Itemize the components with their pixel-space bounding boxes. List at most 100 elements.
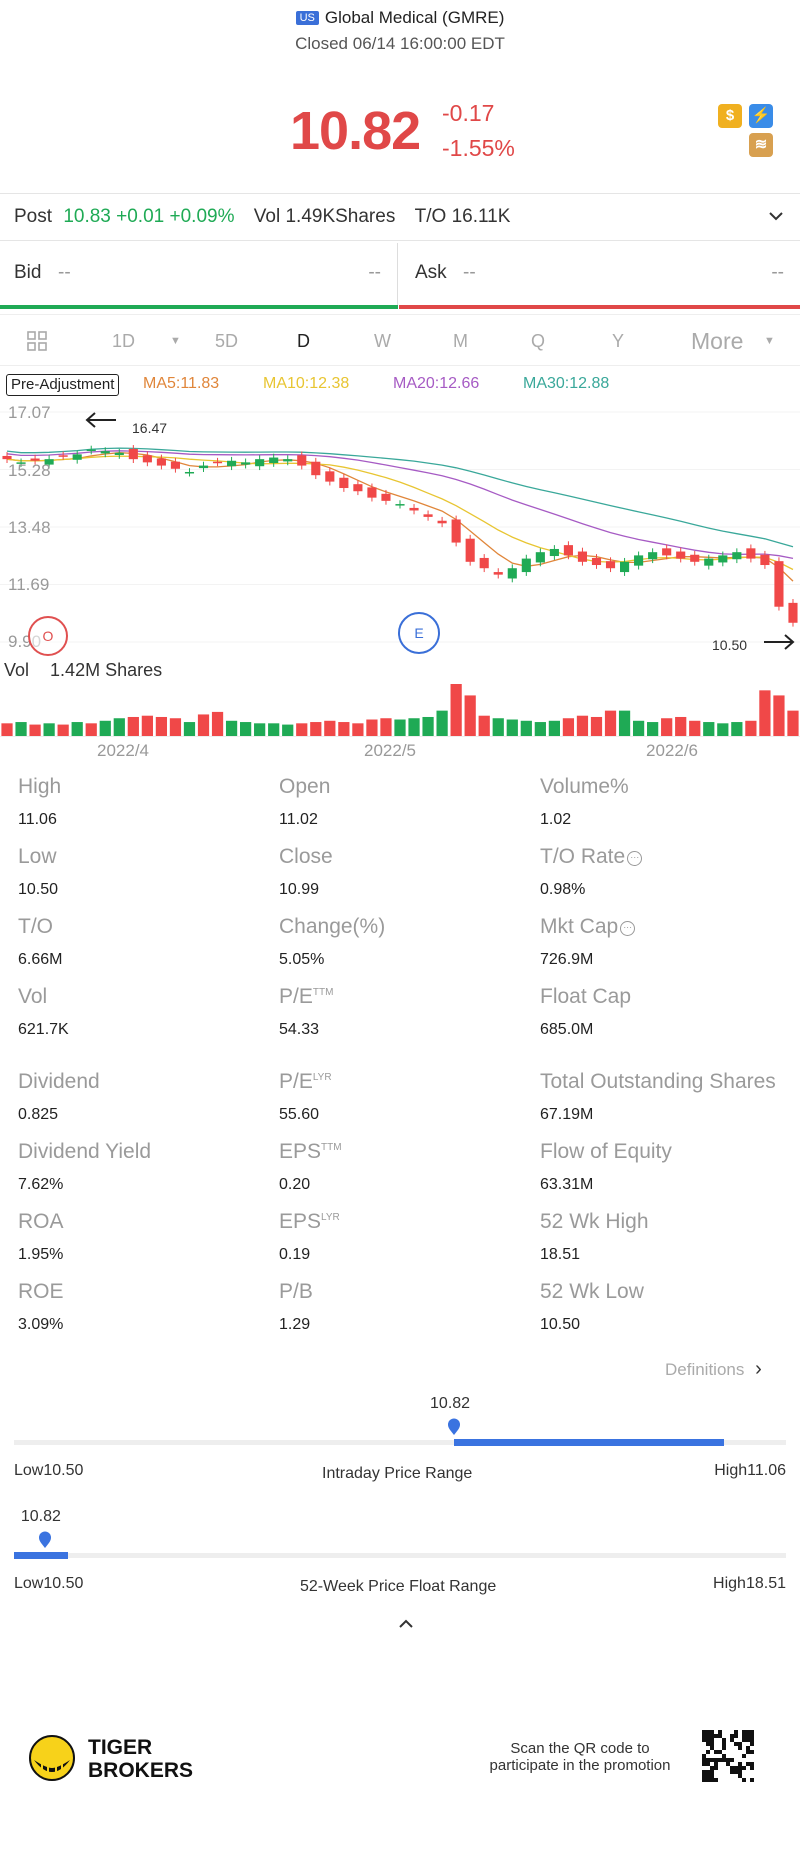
ma30-label: MA30:12.88 — [523, 375, 610, 392]
qr-module — [750, 1766, 754, 1770]
event-o-marker[interactable]: O — [28, 616, 68, 656]
promo-text: Scan the QR code to participate in the p… — [470, 1740, 690, 1774]
qr-module — [710, 1738, 714, 1742]
volume-chart[interactable] — [0, 680, 800, 736]
candlestick-chart[interactable] — [0, 400, 800, 660]
volume-bar — [310, 722, 322, 736]
tab-d[interactable]: D — [297, 331, 310, 351]
stat-label: Change(%) — [279, 915, 385, 939]
stat-label-text: P/E — [279, 1070, 313, 1093]
volume-bar — [661, 718, 673, 736]
candle-body — [451, 519, 461, 543]
qr-module — [714, 1778, 718, 1782]
event-e-marker[interactable]: E — [398, 612, 440, 654]
bid-label: Bid — [14, 262, 42, 283]
volume-label-row: Vol 1.42M Shares — [4, 660, 162, 681]
collapse-chevron-up-icon[interactable] — [398, 1618, 414, 1630]
stat-label: P/ETTM — [279, 985, 333, 1009]
candle-body — [507, 568, 517, 579]
y-label-2: 15.28 — [8, 461, 51, 480]
qr-module — [746, 1762, 750, 1766]
volume-bar — [211, 711, 224, 736]
intraday-title: Intraday Price Range — [322, 1465, 473, 1482]
qr-module — [738, 1770, 742, 1774]
pre-adjustment-button[interactable]: Pre-Adjustment — [6, 374, 120, 396]
volume-bar — [338, 722, 350, 736]
qr-module — [750, 1734, 754, 1738]
tab-y[interactable]: Y — [612, 331, 625, 351]
qr-module — [702, 1758, 706, 1762]
volume-bar — [647, 722, 659, 736]
volume-bar — [324, 720, 336, 736]
qr-module — [714, 1766, 718, 1770]
stat-label: High — [18, 775, 61, 799]
qr-module — [710, 1774, 714, 1778]
stat-label: P/ELYR — [279, 1070, 332, 1094]
caret-down-icon[interactable]: ▼ — [170, 335, 181, 347]
stat-label-text: T/O Rate — [540, 845, 626, 868]
grid-icon[interactable] — [26, 330, 48, 352]
candle-body — [100, 451, 110, 454]
period-tabs: 1D ▼ 5D D W M Q Y More ▼ — [0, 314, 800, 366]
volume-bar — [240, 722, 252, 736]
dollar-icon[interactable]: $ — [718, 104, 742, 128]
qr-module — [710, 1734, 714, 1738]
candle-body — [297, 455, 307, 466]
stat-label: Vol — [18, 985, 47, 1009]
volume-bar — [380, 718, 392, 736]
qr-module — [706, 1742, 710, 1746]
stat-label-text: Volume% — [540, 775, 629, 798]
tab-more[interactable]: More — [691, 328, 744, 354]
intraday-high: High11.06 — [714, 1462, 786, 1479]
candle-body — [58, 455, 68, 457]
qr-module — [750, 1738, 754, 1742]
info-icon[interactable]: ··· — [627, 851, 643, 866]
qr-module — [710, 1730, 714, 1734]
volume-bar — [366, 719, 378, 736]
vol-value: 1.49KShares — [285, 206, 396, 227]
flash-icon[interactable]: ⚡ — [749, 104, 773, 128]
stat-value: 1.29 — [279, 1316, 311, 1333]
candle-body — [760, 554, 770, 566]
post-market-bar[interactable]: Post 10.83 +0.01 +0.09% Vol 1.49KShares … — [0, 193, 800, 241]
qr-module — [742, 1778, 746, 1782]
stat-label-text: ROE — [18, 1280, 64, 1303]
volume-bar — [675, 716, 687, 736]
y-label-3: 13.48 — [8, 518, 51, 537]
qr-code[interactable] — [702, 1730, 754, 1782]
qr-module — [746, 1734, 750, 1738]
volume-bar — [632, 720, 645, 736]
volume-bar — [29, 724, 41, 736]
qr-module — [710, 1742, 714, 1746]
qr-module — [738, 1766, 742, 1770]
chevron-down-icon[interactable] — [768, 210, 784, 222]
ma20-line — [6, 450, 794, 560]
stock-title: Global Medical (GMRE) — [324, 8, 505, 27]
volume-bar — [731, 722, 743, 736]
candle-body — [746, 548, 756, 559]
stat-label-text: T/O — [18, 915, 53, 938]
info-icon[interactable]: ··· — [620, 921, 636, 936]
more-caret-icon[interactable]: ▼ — [764, 335, 775, 347]
layers-icon[interactable]: ≋ — [749, 133, 773, 157]
tab-5d[interactable]: 5D — [215, 331, 239, 351]
candle-body — [353, 484, 363, 492]
stat-label: Dividend Yield — [18, 1140, 151, 1164]
tab-m[interactable]: M — [453, 331, 468, 351]
ask-bar — [399, 305, 800, 309]
volume-bar — [127, 716, 139, 736]
ask-size: -- — [771, 262, 784, 283]
tab-q[interactable]: Q — [531, 331, 546, 351]
qr-module — [714, 1762, 718, 1766]
qr-module — [702, 1734, 706, 1738]
volume-bar — [745, 720, 757, 736]
tab-1d[interactable]: 1D — [112, 331, 136, 351]
definitions-link[interactable]: Definitions › — [665, 1358, 762, 1381]
to-label: T/O — [414, 206, 447, 227]
promo-line1: Scan the QR code to — [510, 1740, 650, 1757]
tab-w[interactable]: W — [374, 331, 391, 351]
volume-bar — [450, 684, 462, 736]
stat-label: EPSTTM — [279, 1140, 342, 1164]
qr-module — [750, 1778, 754, 1782]
qr-module — [734, 1742, 738, 1746]
